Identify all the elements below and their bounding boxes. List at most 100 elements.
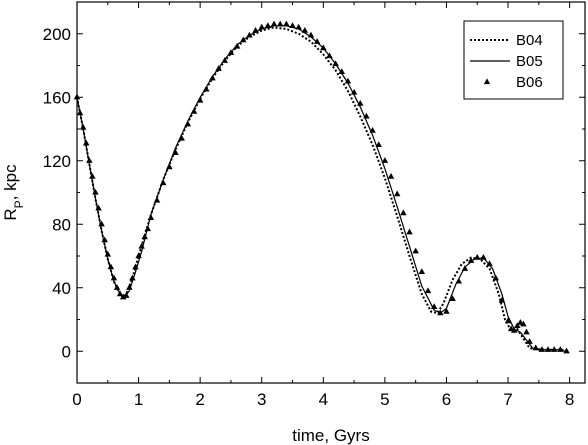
series-b06-point	[557, 346, 564, 352]
series-b06-point	[79, 123, 87, 130]
series-b06-point	[76, 109, 84, 116]
series-b06-point	[86, 157, 93, 163]
x-tick-label: 1	[134, 390, 143, 409]
legend-label-b06: B06	[516, 74, 543, 91]
legend: B04 B05 B06	[463, 20, 564, 100]
series-b06-point	[147, 214, 155, 221]
y-axis-title-subscript: P	[12, 200, 26, 208]
y-tick-label: 160	[43, 88, 71, 107]
x-tick-label: 0	[72, 390, 81, 409]
series-b06-point	[289, 22, 296, 28]
legend-label-b04: B04	[516, 32, 543, 49]
y-axis-title-rest: , kpc	[1, 164, 20, 200]
series-b06-point	[129, 274, 136, 281]
x-tick-label: 5	[380, 390, 389, 409]
series-b06-point	[381, 157, 389, 163]
x-tick-label: 6	[442, 390, 451, 409]
series-b06-point	[514, 322, 521, 329]
series-b06-point	[418, 268, 426, 275]
series-b06-point	[138, 242, 145, 249]
series-b06-point	[196, 96, 204, 103]
x-tick-label: 2	[195, 390, 204, 409]
series-b06-point	[240, 36, 247, 43]
series-b06-point	[283, 20, 290, 27]
y-axis-title-main: R	[1, 208, 20, 220]
series-b06-point	[276, 20, 284, 27]
x-tick-label: 4	[319, 390, 328, 409]
series-b06-point	[307, 31, 315, 38]
series-b06-point	[92, 188, 99, 195]
series-b06-point	[82, 139, 90, 146]
series-b06-point	[332, 60, 339, 67]
series-b06-point	[424, 287, 432, 294]
series-b06-point	[215, 65, 222, 71]
legend-label-b05: B05	[516, 53, 543, 70]
series-b06-point	[178, 134, 185, 141]
series-b06-point	[144, 225, 152, 232]
series-b06-point	[270, 20, 278, 27]
series-b06-point	[406, 228, 413, 235]
series-b06-point	[550, 346, 558, 352]
series-b06-point	[227, 49, 235, 55]
legend-box	[463, 20, 564, 100]
series-b06-point	[107, 263, 115, 270]
series-b06-point	[369, 126, 376, 133]
series-b06-point	[101, 236, 108, 243]
series-b06-point	[104, 250, 112, 257]
series-b06-point	[492, 274, 499, 281]
series-b06-point	[350, 88, 358, 95]
series-b06-point	[95, 204, 102, 211]
series-b06-point	[153, 196, 161, 203]
series-b06-point	[132, 263, 139, 270]
series-b06-point	[119, 293, 127, 300]
series-b06-point	[523, 328, 530, 335]
series-b06-point	[455, 277, 463, 284]
legend-marker-b06	[483, 78, 491, 85]
x-tick-label: 7	[503, 390, 512, 409]
series-b06-point	[135, 252, 142, 259]
series-b06-point	[480, 253, 487, 260]
series-b06-point	[126, 284, 133, 290]
series-b06-point	[486, 260, 493, 267]
series-b06-point	[526, 338, 533, 344]
series-b06-point	[338, 68, 346, 75]
y-tick-label: 40	[52, 279, 71, 298]
series-b06-point	[538, 346, 546, 352]
series-b06-point	[252, 26, 259, 33]
series-b06-point	[221, 57, 229, 63]
series-b06-point	[344, 77, 352, 84]
series-b06-point	[320, 44, 327, 51]
series-b06-point	[326, 52, 333, 59]
series-b06-point	[544, 346, 552, 352]
series-b06-point	[520, 320, 527, 327]
series-b06-point	[563, 347, 570, 354]
series-b06-point	[246, 31, 253, 38]
series-b06-point	[73, 93, 81, 100]
series-b06-point	[443, 307, 450, 314]
series-b06-point	[166, 163, 173, 170]
series-b06-point	[123, 292, 130, 298]
series-b06-point	[184, 120, 192, 127]
y-tick-label: 120	[43, 152, 71, 171]
series-b06-point	[412, 247, 419, 254]
series-b06-point	[461, 265, 469, 271]
series-b06-point	[474, 253, 481, 260]
series-b06-point	[393, 190, 401, 197]
series-b06-point	[510, 327, 518, 333]
y-tick-label: 80	[52, 215, 71, 234]
series-b06-point	[467, 257, 475, 263]
series-b06-point	[363, 112, 370, 119]
y-tick-label: 200	[43, 25, 71, 44]
series-b06-point	[375, 141, 382, 148]
series-b06-point	[357, 100, 364, 106]
series-b06-point	[258, 23, 265, 30]
series-b06-point	[437, 309, 444, 316]
series-b06-point	[233, 42, 241, 49]
y-tick-label: 0	[62, 342, 71, 361]
series-b06-point	[172, 149, 179, 155]
series-b06-point	[295, 23, 302, 30]
series-b06-point	[89, 173, 96, 179]
x-tick-label: 3	[257, 390, 266, 409]
